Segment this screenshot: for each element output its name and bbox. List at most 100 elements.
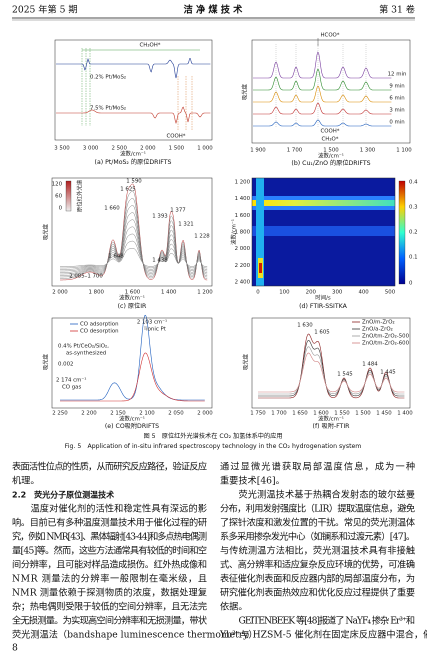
annotation: 1 228: [194, 234, 210, 240]
body-text-line: 依据。: [220, 601, 248, 613]
annotation: 1 545: [337, 372, 352, 378]
heatmap: [252, 226, 395, 236]
body-text-line: 杂；热电偶则受限于较低的空间分辨率，且无法完: [12, 601, 207, 613]
spectrum-curve: [60, 226, 208, 272]
annotation: 12 min: [388, 72, 407, 78]
annotation: 1 625: [120, 187, 135, 193]
colorbar-tick-label: 120: [52, 182, 63, 188]
body-text-line: 重要技术[46]。: [220, 475, 285, 487]
x-tick-label: 2 150: [110, 411, 126, 417]
y-axis-label: 吸光度: [42, 223, 50, 240]
y-tick-label: 2 000: [235, 246, 251, 252]
panel-caption: (b) Cu₁/ZnO 的原位DRIFTS: [291, 159, 370, 167]
spectrum-curve: [258, 339, 405, 397]
legend-entry: ZnO/tm-ZrO₂-600: [362, 341, 410, 347]
plot-frame: [51, 317, 213, 409]
x-tick-label: 1 700: [271, 411, 287, 417]
y-tick-label: 1 800: [235, 230, 251, 236]
x-axis-label: 波数/cm⁻¹: [120, 150, 146, 158]
annotation: 2 174 cm⁻¹: [56, 377, 86, 384]
body-text-line: 研究催化剂表面热效应和优化反应过程提供了重要: [220, 587, 415, 599]
legend-entry: ZnO/tm-ZrO₂-500: [362, 334, 410, 340]
spectrum-curve: [258, 346, 405, 395]
x-tick-label: 1 900: [250, 148, 266, 154]
body-text-line: 与传统测温方法相比，荧光测温技术具有非接触: [220, 545, 415, 557]
x-tick-label: 1 400: [397, 411, 413, 417]
spectrum-curve: [258, 333, 405, 399]
spectrum-curve: [253, 119, 392, 127]
y-axis-label: 吸光度: [242, 353, 250, 370]
x-tick-label: 0: [256, 290, 260, 296]
x-tick-label: 100: [279, 290, 290, 296]
body-text-line: 表征催化剂表面和反应器内部的局部温度分布，为: [220, 573, 415, 585]
x-tick-label: 1 600: [313, 411, 329, 417]
body-text-line: Yb³⁺与 HZSM-5 催化剂在固定床反应器中混合，催: [219, 629, 427, 641]
body-text-line: 间分辨率，且可能对样品造成损伤。红外热成像和: [12, 559, 207, 571]
legend-entry: ZnO/a-ZrO₂: [362, 327, 393, 333]
annotation: 1 660: [104, 206, 120, 212]
annotation: 1 590: [126, 179, 142, 185]
x-tick-label: 1 800: [89, 290, 105, 296]
x-tick-label: 1 700: [287, 148, 303, 154]
colorbar-tick-label: 0.3: [409, 205, 418, 211]
body-text-line: 式、高分辨率和适应复杂反应环境的优势，可准确: [220, 559, 415, 571]
panel-caption: (d) FTIR-SSITKA: [299, 303, 347, 310]
colorbar-tick-label: 0.2: [409, 230, 418, 236]
y-axis-label: 吸光度: [42, 353, 50, 370]
spectrum-curve: [60, 352, 205, 402]
x-tick-label: 3 500: [54, 146, 70, 152]
spectrum-curve: [60, 190, 208, 279]
y-axis-label: 波数/cm⁻¹: [230, 219, 238, 245]
x-tick-label: 1 200: [197, 290, 213, 296]
spectrum-curve: [253, 85, 392, 103]
section-heading: 2.2 荧光分子原位测温技术: [12, 490, 114, 500]
x-tick-label: 1 450: [376, 411, 392, 417]
annotation: HCOO*: [321, 33, 340, 39]
annotation: 1 484: [362, 362, 378, 368]
x-tick-label: 400: [358, 290, 369, 296]
x-tick-label: 1 300: [360, 148, 376, 154]
annotation: as-synthesized: [66, 351, 106, 357]
x-tick-label: 2 050: [168, 411, 184, 417]
heatmap: [259, 263, 262, 273]
annotation: 7.5% Pt/MoS₂: [90, 106, 126, 112]
x-tick-label: 2 250: [52, 411, 68, 417]
annotation: 0.4% Pt/CeO₂/SiO₂,: [58, 344, 109, 350]
body-text-line: 荧光测温法（bandshape luminescence thermometry…: [12, 629, 258, 641]
x-tick-label: 200: [306, 290, 317, 296]
plot-frame: [251, 177, 396, 287]
y-tick-label: 2 400: [235, 280, 251, 286]
x-tick-label: 1 650: [292, 411, 308, 417]
panel-caption: (a) Pt/MoS₂ 的原位DRIFTS: [95, 158, 172, 166]
panel-caption: (f) 吸附-FTIR: [313, 422, 351, 430]
spectrum-curve: [60, 205, 208, 276]
colorbar: [398, 180, 406, 285]
annotation: 3 min: [389, 108, 404, 114]
x-axis-label: 波数/cm⁻¹: [119, 415, 145, 423]
plot-frame: [251, 317, 411, 409]
spectrum-curve: [56, 58, 211, 79]
x-tick-label: 2 000: [140, 146, 156, 152]
x-tick-label: 2 000: [197, 411, 213, 417]
spectrum-curve: [60, 212, 208, 275]
annotation: 6 min: [389, 96, 404, 102]
colorbar-tick-label: 60: [55, 194, 62, 200]
body-text-line: GEITENBEEK 等[48]报道了 NaYF₄ 掺杂 Er³⁺和: [239, 615, 416, 627]
annotation: 1 648: [108, 254, 124, 260]
x-tick-label: 1 600: [125, 290, 141, 296]
x-tick-label: 3 000: [83, 146, 99, 152]
x-tick-label: 1 500: [323, 148, 339, 154]
annotation: 2 085–1 700: [69, 274, 103, 280]
x-tick-label: 2 000: [52, 290, 68, 296]
body-text-line: 全无损测量。为实现高空间分辨率和无损测量，带状: [12, 615, 207, 627]
colorbar-label: 原位红外光谱: [76, 179, 84, 212]
body-text-line: 荧光测温技术基于热耦合发射态的玻尔兹曼: [239, 489, 416, 501]
annotation: 0 min: [389, 120, 404, 126]
body-text-line: 了探针浓度和激发位置的干扰。常见的荧光测温体: [220, 517, 415, 529]
x-axis-label: 时间/s: [315, 294, 331, 302]
x-tick-label: 2 200: [81, 411, 97, 417]
x-tick-label: 1 750: [250, 411, 266, 417]
issue: 2025 年第 5 期: [12, 4, 78, 16]
y-tick-label: 1 200: [235, 180, 251, 186]
body-text-line: 通过显微光谱获取局部温度信息，成为一种: [220, 461, 415, 473]
